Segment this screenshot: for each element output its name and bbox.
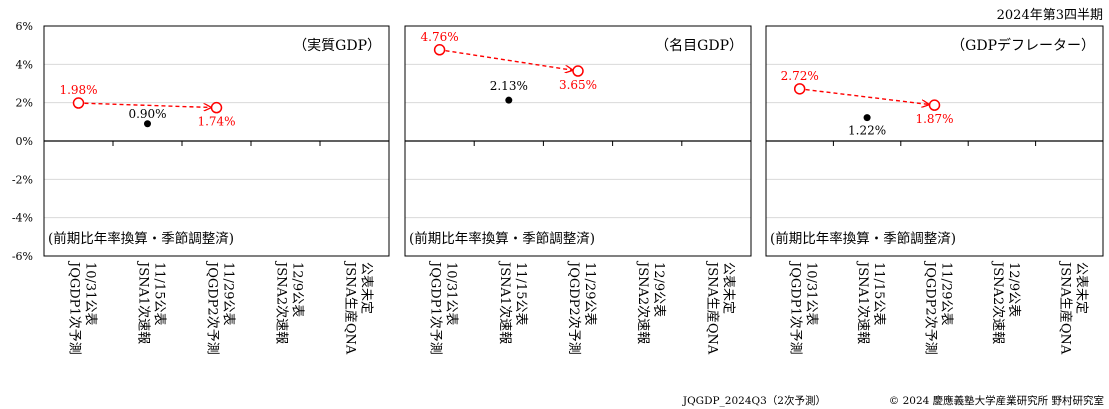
y-tick-label: -4%	[12, 212, 33, 225]
panel-1: （実質GDP） (前期比年率換算・季節調整済) 1.98% 1.74% 0.90% 10/…	[43, 25, 390, 355]
forecast-label: 1.98%	[59, 83, 97, 97]
forecast-point	[793, 83, 806, 95]
category-label: 11/29公表	[221, 262, 236, 325]
category-label: 11/29公表	[582, 262, 597, 325]
forecast-point	[210, 101, 223, 114]
footer-copyright: © 2024 慶應義塾大学産業研究所 野村研究室	[889, 394, 1104, 407]
category-label: JQGDP1次予測	[788, 260, 804, 355]
period-header: 2024年第3四半期	[997, 8, 1103, 23]
y-tick-label: -2%	[12, 173, 33, 186]
panel-note: (前期比年率換算・季節調整済)	[770, 230, 956, 247]
category-label: JQGDP1次予測	[67, 260, 83, 355]
y-tick-label: 2%	[16, 97, 33, 110]
category-label: 10/31公表	[83, 262, 98, 325]
panel-note: (前期比年率換算・季節調整済)	[409, 230, 595, 247]
panel-3: （GDPデフレーター） (前期比年率換算・季節調整済) 2.72% 1.87% 1.22…	[765, 25, 1104, 355]
category-label: 10/31公表	[804, 262, 819, 325]
y-tick-label: 4%	[16, 58, 33, 71]
actual-label: 0.90%	[128, 107, 166, 121]
category-label: JQGDP2次予測	[923, 260, 939, 355]
actual-point	[505, 96, 513, 104]
actual-label: 2.13%	[490, 79, 528, 93]
category-label: JSNA1次速報	[497, 260, 513, 344]
panel-2: （名目GDP） (前期比年率換算・季節調整済) 4.76% 3.65% 2.13% 10/…	[404, 25, 752, 355]
forecast-point	[572, 65, 584, 77]
forecast-label: 2.72%	[781, 69, 819, 83]
category-label: JSNA2次速報	[274, 260, 290, 344]
forecast-label: 4.76%	[421, 30, 459, 44]
panel-title: （実質GDP）	[293, 38, 381, 54]
y-axis: 6% 4% 2% 0% -2% -4% -6%	[12, 20, 33, 263]
category-label: 12/9公表	[1006, 262, 1021, 317]
category-label: JSNA1次速報	[855, 260, 871, 344]
forecast-label: 1.74%	[197, 115, 235, 129]
forecast-arrow	[445, 49, 573, 70]
forecast-point	[433, 44, 446, 56]
footer-id: JQGDP_2024Q3（2次予測）	[682, 394, 826, 407]
forecast-label: 3.65%	[559, 78, 597, 92]
y-tick-label: 6%	[16, 20, 33, 33]
category-label: JSNA生産QNA	[1057, 260, 1073, 355]
category-label: 10/31公表	[444, 262, 459, 325]
category-label: JSNA生産QNA	[704, 260, 720, 355]
category-label: 12/9公表	[290, 262, 305, 317]
panel-title: （名目GDP）	[655, 38, 743, 54]
category-label: 11/15公表	[152, 262, 167, 325]
actual-label: 1.22%	[848, 124, 886, 138]
y-tick-label: 0%	[16, 135, 33, 148]
category-label: 公表未定	[720, 262, 735, 314]
forecast-point	[928, 99, 941, 111]
category-label: 11/15公表	[871, 262, 886, 325]
category-label: JSNA2次速報	[990, 260, 1006, 344]
category-label: JSNA生産QNA	[343, 260, 359, 355]
category-label: 11/15公表	[513, 262, 528, 325]
category-label: 11/29公表	[939, 262, 954, 325]
category-label: 公表未定	[359, 262, 374, 314]
category-label: JQGDP1次予測	[428, 260, 444, 355]
category-label: JSNA2次速報	[635, 260, 651, 344]
forecast-point	[72, 97, 85, 109]
category-label: JQGDP2次予測	[205, 260, 221, 355]
category-label: 12/9公表	[651, 262, 666, 317]
category-label: JSNA1次速報	[136, 260, 152, 344]
forecast-label: 1.87%	[915, 112, 953, 126]
actual-point	[863, 114, 871, 122]
category-label: 公表未定	[1073, 262, 1088, 314]
actual-point	[144, 120, 151, 128]
category-label: JQGDP2次予測	[566, 260, 582, 355]
panel-title: （GDPデフレーター）	[951, 37, 1095, 54]
forecast-arrow	[84, 102, 210, 107]
y-tick-label: -6%	[12, 250, 33, 263]
panel-note: (前期比年率換算・季節調整済)	[48, 230, 234, 247]
